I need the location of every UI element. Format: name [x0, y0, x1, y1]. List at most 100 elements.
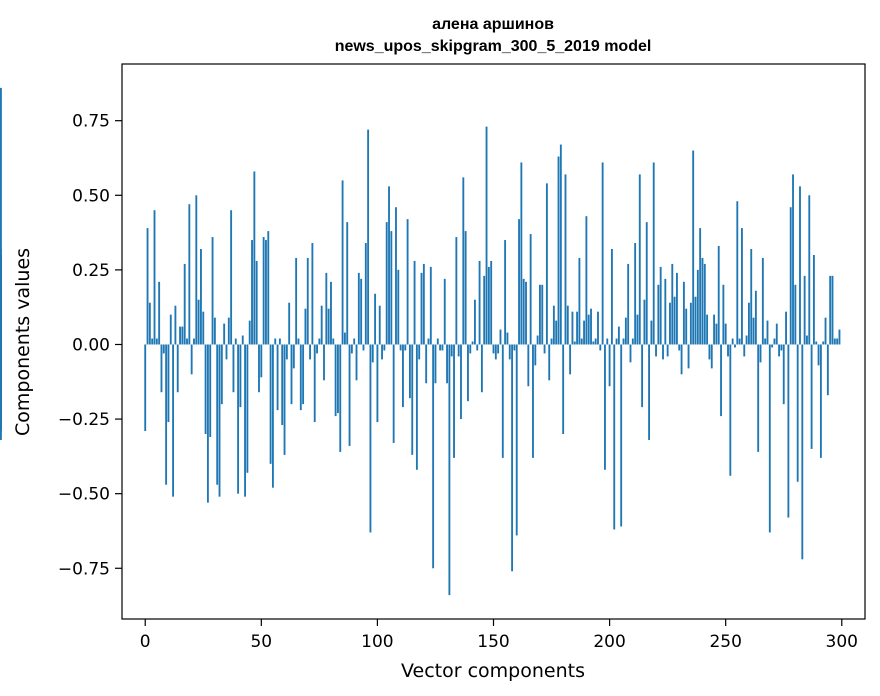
bar-24: [200, 249, 202, 345]
bar-23: [197, 299, 200, 345]
bar-35: [225, 344, 228, 360]
bar-0: [144, 344, 147, 432]
bar-139: [467, 344, 469, 402]
bar-119: [420, 272, 423, 345]
bar-231: [680, 344, 683, 375]
bar-169: [536, 335, 539, 345]
y-tick-label: 0.75: [72, 112, 110, 132]
bar-233: [685, 308, 688, 345]
bar-69: [304, 308, 307, 345]
bar-133: [453, 344, 455, 458]
bar-191: [587, 314, 590, 345]
bar-13: [174, 305, 177, 345]
bar-95: [364, 243, 367, 345]
bar-122: [427, 338, 430, 345]
bar-209: [629, 344, 632, 363]
bar-246: [715, 323, 718, 345]
bar-194: [594, 338, 597, 345]
y-tick-label: 0.00: [72, 335, 110, 355]
bar-135: [457, 344, 460, 357]
bar-12: [172, 344, 175, 497]
bar-210: [631, 338, 634, 345]
bar-43: [244, 344, 246, 497]
bar-293: [824, 317, 827, 345]
bar-248: [720, 344, 722, 417]
bar-71: [309, 344, 311, 360]
bar-7: [160, 344, 163, 393]
bar-1: [146, 228, 149, 345]
bar-272: [775, 323, 778, 345]
bar-211: [634, 243, 637, 345]
bar-98: [371, 344, 374, 363]
bar-239: [699, 228, 702, 345]
bar-42: [241, 335, 244, 345]
bar-160: [515, 344, 518, 536]
bar-89: [350, 344, 353, 354]
bar-37: [230, 210, 233, 345]
bar-116: [413, 260, 416, 345]
bar-123: [429, 266, 432, 345]
bar-212: [636, 314, 639, 345]
bar-111: [402, 344, 404, 408]
bar-288: [812, 254, 815, 345]
bar-234: [687, 344, 690, 369]
bar-162: [520, 162, 523, 345]
bar-291: [819, 344, 822, 458]
y-axis-label: Components values: [12, 248, 34, 436]
bar-102: [381, 344, 383, 360]
bar-16: [181, 326, 184, 345]
bar-290: [817, 344, 820, 366]
bar-101: [378, 305, 381, 345]
bar-56: [274, 338, 277, 345]
bar-129: [443, 278, 446, 345]
bar-undefined: [0, 344, 2, 429]
bar-225: [666, 344, 669, 357]
bar-172: [543, 344, 546, 354]
bar-11: [169, 314, 172, 345]
bar-109: [397, 269, 400, 345]
bar-117: [415, 344, 418, 470]
bar-156: [506, 332, 509, 345]
x-tick-label: 50: [250, 632, 272, 652]
y-tick-label: −0.75: [58, 559, 110, 579]
bar-299: [838, 329, 841, 345]
bar-108: [395, 207, 397, 345]
bar-202: [613, 344, 616, 530]
bar-134: [455, 237, 458, 345]
bar-144: [478, 260, 481, 345]
bar-158: [511, 344, 514, 572]
x-tick-label: 100: [361, 632, 393, 652]
bar-232: [682, 281, 685, 345]
bar-267: [764, 338, 767, 345]
bar-151: [494, 344, 497, 360]
bar-undefined: [0, 87, 2, 345]
bar-265: [759, 344, 762, 363]
bar-273: [778, 344, 781, 357]
x-tick-label: 150: [477, 632, 509, 652]
bar-50: [260, 344, 263, 378]
bar-282: [799, 186, 801, 345]
bar-196: [599, 344, 602, 351]
bar-277: [787, 344, 790, 518]
bar-38: [232, 344, 235, 393]
bar-147: [485, 126, 488, 345]
bar-48: [255, 260, 258, 345]
bar-9: [165, 344, 168, 485]
bar-235: [689, 302, 692, 345]
bar-31: [216, 344, 219, 485]
bar-230: [678, 344, 681, 351]
bar-251: [727, 344, 729, 357]
bar-17: [183, 263, 186, 345]
bar-91: [355, 344, 358, 381]
bar-41: [239, 344, 242, 408]
bar-227: [671, 263, 674, 345]
bar-222: [659, 266, 662, 345]
bar-250: [724, 323, 727, 345]
bar-223: [662, 344, 664, 360]
bar-25: [202, 311, 205, 345]
bar-176: [552, 305, 555, 345]
bar-90: [353, 338, 356, 345]
bar-32: [218, 344, 221, 497]
bar-126: [436, 338, 439, 345]
bar-221: [657, 284, 660, 345]
